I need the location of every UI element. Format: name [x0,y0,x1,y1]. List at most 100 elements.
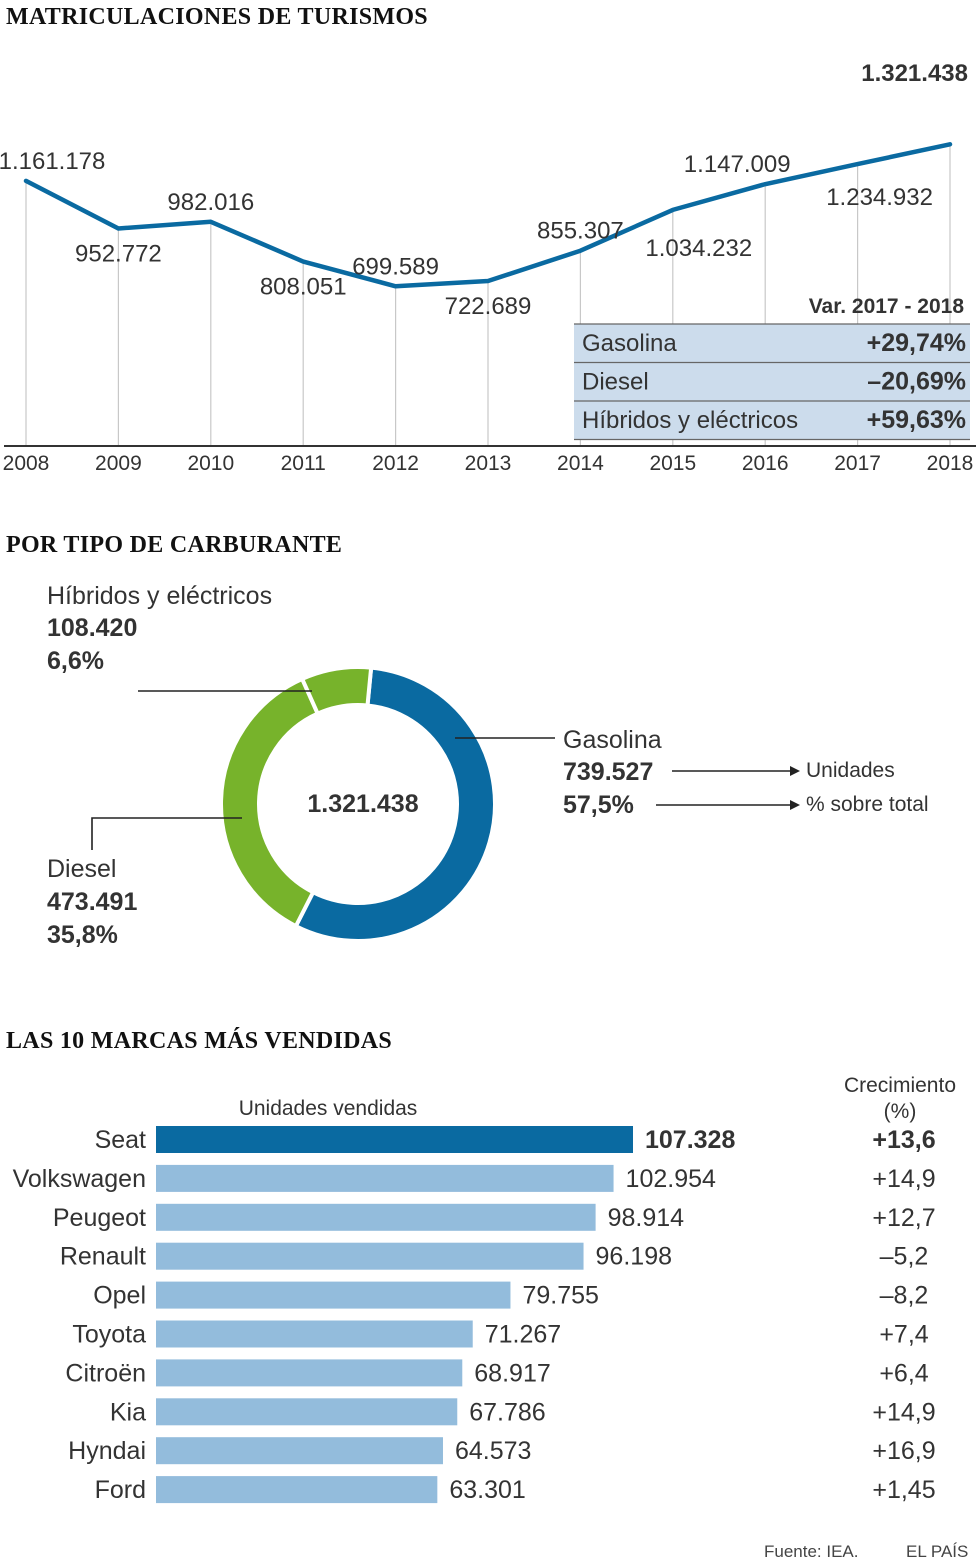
growth-value-label: +6,4 [879,1359,928,1387]
donut-slice-gasolina [293,665,497,943]
bar-category-label: Renault [60,1243,146,1271]
x-tick-label: 2017 [834,452,881,475]
legend-arrowhead-units [790,766,800,776]
bar-value-label: 68.917 [474,1359,550,1387]
bar-seat [156,1126,633,1153]
var-table-label: Híbridos y eléctricos [582,407,798,434]
data-label-2009: 952.772 [75,240,162,267]
legend-pct: % sobre total [806,793,929,816]
bar-value-label: 64.573 [455,1437,531,1465]
x-tick-label: 2015 [649,452,696,475]
series-line [23,142,953,289]
x-tick-label: 2009 [95,452,142,475]
label-gasolina-units: 739.527 [563,758,653,786]
donut-chart: 1.321.438 Gasolina 739.527 57,5% Unidades % s… [47,582,929,949]
bar-chart-title: LAS 10 MARCAS MÁS VENDIDAS [6,1028,393,1054]
data-label-2011: 808.051 [260,274,347,301]
donut-center-total: 1.321.438 [307,790,418,818]
label-hibridos-units: 108.420 [47,614,137,642]
growth-value-label: +7,4 [879,1321,928,1349]
x-tick-label: 2008 [3,452,50,475]
var-table-value: +59,63% [867,406,966,434]
donut-chart-title: POR TIPO DE CARBURANTE [6,532,343,558]
data-label-2008: 1.161.178 [0,148,105,175]
growth-value-label: +13,6 [872,1126,935,1154]
bar-peugeot [156,1203,596,1231]
growth-header-unit: (%) [884,1100,917,1123]
bar-category-label: Toyota [72,1321,146,1349]
bar-renault [156,1242,584,1270]
growth-value-label: –5,2 [880,1243,929,1271]
var-table-label: Gasolina [582,330,677,357]
data-label-2012: 699.589 [352,253,439,280]
data-label-2017: 1.234.932 [826,184,933,211]
growth-header: Crecimiento [844,1074,956,1097]
x-tick-label: 2013 [465,452,512,475]
bar-category-label: Seat [95,1126,146,1154]
var-table-header: Var. 2017 - 2018 [809,295,965,318]
bar-category-label: Citroën [65,1359,146,1387]
data-label-2010: 982.016 [167,189,254,216]
growth-value-label: +16,9 [872,1437,935,1465]
data-label-2018: 1.321.438 [861,60,968,87]
units-header: Unidades vendidas [239,1097,418,1120]
legend-units: Unidades [806,759,895,782]
label-hibridos-pct: 6,6% [47,647,104,675]
var-table-label: Diesel [582,369,649,396]
bar-category-label: Opel [93,1282,146,1310]
x-tick-label: 2018 [927,452,974,475]
bar-value-label: 107.328 [645,1126,735,1154]
growth-value-label: –8,2 [880,1282,929,1310]
leader-diesel [91,817,242,850]
data-label-2013: 722.689 [445,293,532,320]
data-label-2016: 1.147.009 [684,151,791,178]
data-label-2015: 1.034.232 [645,235,752,262]
growth-value-label: +14,9 [872,1165,935,1193]
donut-slice-diesel [219,676,321,929]
growth-value-label: +14,9 [872,1398,935,1426]
bar-value-label: 98.914 [608,1204,685,1232]
bar-opel [156,1281,511,1309]
bar-value-label: 67.786 [469,1398,545,1426]
line-chart-title: MATRICULACIONES DE TURISMOS [6,4,428,30]
bar-hyndai [156,1437,443,1465]
bar-toyota [156,1320,473,1348]
bar-category-label: Ford [95,1476,146,1504]
bar-category-label: Volkswagen [13,1165,146,1193]
var-table-bg [574,324,970,440]
label-diesel-name: Diesel [47,855,116,883]
publisher-brand: EL PAÍS [906,1542,969,1561]
bar-value-label: 71.267 [485,1321,561,1349]
label-hibridos-name: Híbridos y eléctricos [47,582,272,610]
bar-category-label: Hyndai [68,1437,146,1465]
bar-value-label: 63.301 [449,1476,525,1504]
growth-value-label: +1,45 [872,1476,935,1504]
var-table-value: –20,69% [867,368,966,396]
x-tick-label: 2012 [372,452,419,475]
label-gasolina-name: Gasolina [563,726,662,754]
bar-value-label: 79.755 [522,1282,598,1310]
label-diesel-units: 473.491 [47,888,137,916]
source-note: Fuente: IEA. [764,1542,859,1561]
data-label-2014: 855.307 [537,218,624,245]
var-table-value: +29,74% [867,329,966,357]
bar-ford [156,1476,438,1504]
label-gasolina-pct: 57,5% [563,791,634,819]
bar-category-label: Peugeot [53,1204,146,1232]
bar-value-label: 102.954 [626,1165,716,1193]
growth-value-label: +12,7 [872,1204,935,1232]
bar-category-label: Kia [110,1398,146,1426]
bar-citroën [156,1359,463,1387]
donut-slice-híbridos [299,665,374,717]
x-tick-label: 2011 [281,452,326,475]
bar-kia [156,1398,458,1426]
x-tick-label: 2010 [187,452,234,475]
bar-value-label: 96.198 [596,1243,672,1271]
label-diesel-pct: 35,8% [47,921,118,949]
line-chart: 2008 2009 2010 2011 2012 2013 2014 2015 2016 2017… [0,60,976,475]
x-tick-label: 2014 [557,452,604,475]
legend-arrowhead-pct [790,800,800,810]
bar-volkswagen [156,1164,614,1192]
x-tick-label: 2016 [742,452,789,475]
